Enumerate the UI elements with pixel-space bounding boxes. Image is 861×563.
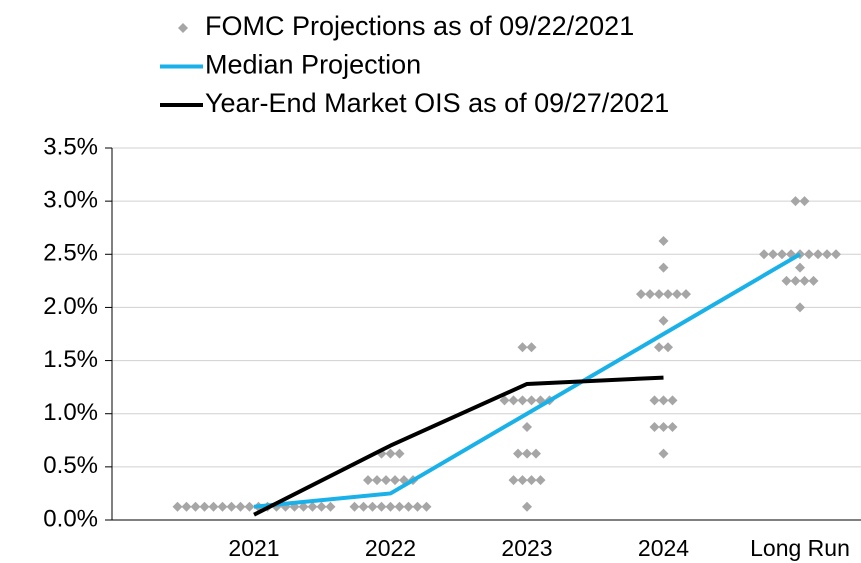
projection-dot xyxy=(172,501,183,512)
projection-dot xyxy=(795,302,805,313)
projection-dot xyxy=(658,236,669,246)
projection-dot xyxy=(822,249,832,260)
y-tick-label: 2.5% xyxy=(43,240,98,267)
projection-dot xyxy=(385,501,396,512)
y-tick-label: 1.0% xyxy=(43,399,98,426)
projection-dot xyxy=(777,249,787,260)
x-tick-label: 2024 xyxy=(638,535,689,561)
projection-dot xyxy=(658,315,669,326)
series-line xyxy=(253,375,664,517)
projection-dot xyxy=(768,249,778,260)
projection-dot xyxy=(235,501,246,512)
projection-dot xyxy=(658,422,669,432)
projection-dot xyxy=(649,422,660,432)
projection-dot xyxy=(681,289,691,300)
projection-dot xyxy=(363,475,373,486)
projection-dot xyxy=(298,501,309,512)
projection-dot xyxy=(181,501,192,512)
projection-dot xyxy=(513,448,523,459)
y-tick-label: 3.0% xyxy=(43,186,98,213)
legend-label: FOMC Projections as of 09/22/2021 xyxy=(205,11,634,41)
projection-dot xyxy=(795,262,805,273)
projection-dot xyxy=(208,501,219,512)
projection-dot xyxy=(672,289,682,300)
projection-dot xyxy=(517,395,528,406)
projection-dot xyxy=(325,501,336,512)
projection-dot xyxy=(658,395,669,406)
y-tick-label: 0.0% xyxy=(43,505,98,532)
projection-dot xyxy=(372,475,382,486)
projection-dot xyxy=(654,289,664,300)
projection-dot xyxy=(394,448,405,459)
projection-dot xyxy=(790,196,801,207)
projection-dot xyxy=(667,395,678,406)
projection-dot xyxy=(522,422,532,432)
projection-dot xyxy=(522,448,532,459)
projection-dot xyxy=(808,275,819,286)
projection-dot xyxy=(645,289,655,300)
x-tick-label: 2022 xyxy=(365,535,416,561)
projection-dot xyxy=(307,501,318,512)
projection-dot xyxy=(649,395,660,406)
series-line xyxy=(253,252,802,509)
projection-dot xyxy=(663,342,673,353)
projection-dot xyxy=(804,249,814,260)
projection-dot xyxy=(403,501,414,512)
projection-dot xyxy=(522,501,532,512)
projection-dot xyxy=(636,289,646,300)
projection-dot xyxy=(654,342,664,353)
projection-dot xyxy=(799,275,810,286)
x-tick-label: 2021 xyxy=(228,535,279,561)
y-tick-label: 3.5% xyxy=(43,133,98,160)
y-tick-label: 0.5% xyxy=(43,452,98,479)
projection-dot xyxy=(831,249,841,260)
projection-dot xyxy=(349,501,360,512)
projection-dot xyxy=(499,395,510,406)
projection-dot xyxy=(526,395,537,406)
legend-label: Median Projection xyxy=(205,50,421,80)
projection-dot xyxy=(663,289,673,300)
projection-dot xyxy=(517,475,528,486)
projection-dot xyxy=(190,501,201,512)
projection-dot xyxy=(367,501,378,512)
projection-dot xyxy=(790,275,801,286)
projection-dot xyxy=(217,501,228,512)
projection-dot xyxy=(526,342,537,353)
projection-dot xyxy=(421,501,432,512)
projection-dot xyxy=(316,501,327,512)
projection-dot xyxy=(667,422,678,432)
projection-dot xyxy=(517,342,528,353)
projection-dot xyxy=(658,448,669,459)
projection-dot xyxy=(535,475,546,486)
projection-dot xyxy=(226,501,237,512)
projection-dot xyxy=(508,395,519,406)
projection-dot xyxy=(244,501,255,512)
legend-label: Year-End Market OIS as of 09/27/2021 xyxy=(205,88,669,118)
projection-dot xyxy=(412,501,423,512)
projection-dot xyxy=(658,262,669,273)
y-tick-label: 1.5% xyxy=(43,346,98,373)
projection-dot xyxy=(358,501,369,512)
legend-marker xyxy=(178,23,188,33)
projection-dot xyxy=(781,275,792,286)
projection-dot xyxy=(394,501,405,512)
projection-dot xyxy=(526,475,537,486)
projection-dot xyxy=(813,249,823,260)
x-tick-label: 2023 xyxy=(501,535,552,561)
projection-dot xyxy=(385,448,396,459)
projection-dot xyxy=(759,249,769,260)
projection-dot xyxy=(376,501,387,512)
x-tick-label: Long Run xyxy=(750,535,850,561)
projection-dot xyxy=(381,475,391,486)
y-tick-label: 2.0% xyxy=(43,293,98,320)
projection-dot xyxy=(390,475,400,486)
projection-dot xyxy=(799,196,810,207)
projection-dot xyxy=(531,448,541,459)
projection-dot xyxy=(199,501,210,512)
projection-dot xyxy=(508,475,519,486)
